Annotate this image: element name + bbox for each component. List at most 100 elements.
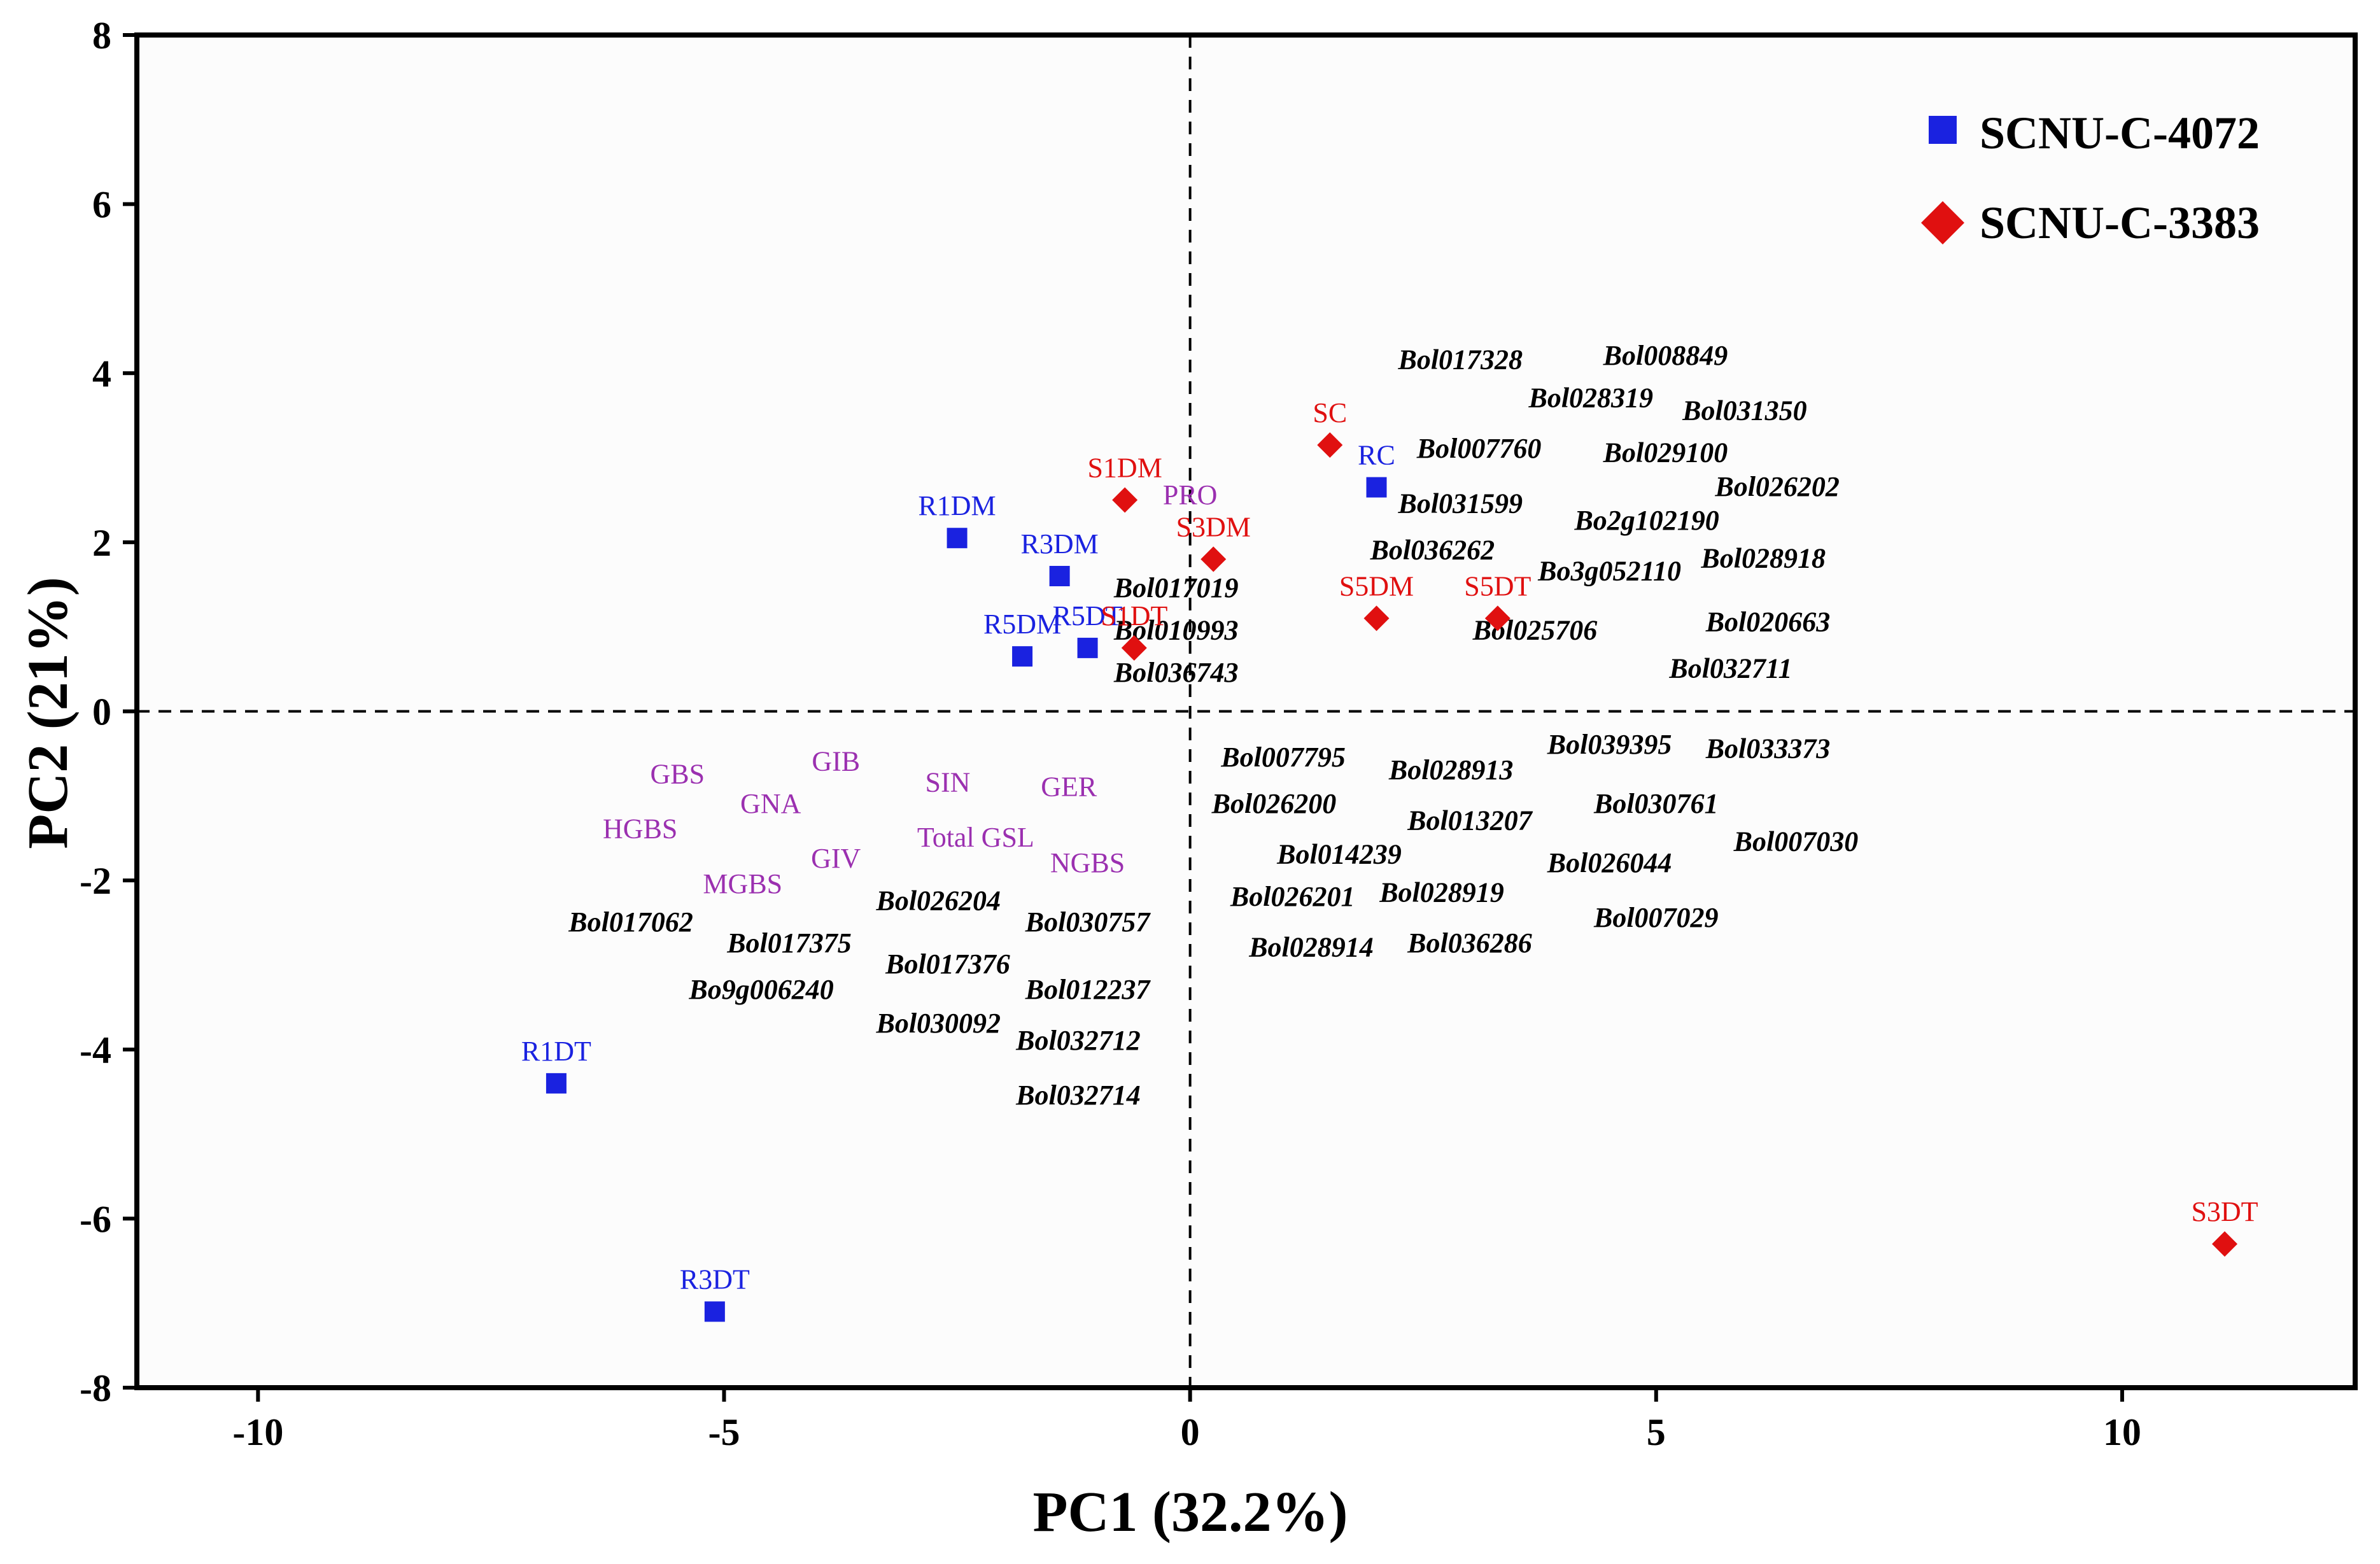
point-s3dt bbox=[2212, 1231, 2237, 1257]
gene-label-bol030757: Bol030757 bbox=[1025, 906, 1151, 938]
gene-label-bol028918: Bol028918 bbox=[1700, 543, 1826, 574]
gene-label-bol026202: Bol026202 bbox=[1714, 471, 1840, 502]
y-tick-label: -6 bbox=[80, 1198, 111, 1240]
gene-label-bol039395: Bol039395 bbox=[1547, 729, 1672, 760]
trait-label-giv: GIV bbox=[811, 843, 861, 874]
trait-label-pro: PRO bbox=[1163, 479, 1218, 511]
gene-label-bol007760: Bol007760 bbox=[1416, 433, 1542, 464]
y-tick-label: -4 bbox=[80, 1029, 111, 1071]
gene-label-bo2g102190: Bo2g102190 bbox=[1574, 505, 1719, 536]
gene-label-bol007795: Bol007795 bbox=[1220, 742, 1346, 773]
gene-label-bol007029: Bol007029 bbox=[1593, 902, 1719, 933]
gene-label-bol026204: Bol026204 bbox=[875, 885, 1001, 917]
point-label-s5dt: S5DT bbox=[1464, 570, 1531, 602]
y-tick-label: 0 bbox=[92, 691, 111, 733]
x-tick-label: -10 bbox=[232, 1411, 283, 1453]
gene-label-bol013207: Bol013207 bbox=[1407, 805, 1533, 836]
point-r1dt bbox=[546, 1073, 567, 1094]
gene-label-bol007030: Bol007030 bbox=[1733, 826, 1859, 857]
gene-label-bol014239: Bol014239 bbox=[1276, 839, 1402, 870]
point-s3dm bbox=[1201, 546, 1227, 572]
gene-label-bol028914: Bol028914 bbox=[1248, 932, 1374, 963]
gene-label-bol031599: Bol031599 bbox=[1397, 488, 1523, 519]
gene-label-bol020663: Bol020663 bbox=[1705, 606, 1831, 637]
point-label-r3dm: R3DM bbox=[1021, 528, 1099, 560]
point-label-s1dm: S1DM bbox=[1087, 452, 1162, 483]
gene-label-bol030761: Bol030761 bbox=[1593, 788, 1719, 819]
gene-label-bol028319: Bol028319 bbox=[1528, 382, 1653, 413]
gene-label-bol031350: Bol031350 bbox=[1682, 395, 1807, 426]
legend-marker-scnu-c-3383 bbox=[1921, 201, 1964, 244]
point-label-r1dt: R1DT bbox=[521, 1036, 591, 1067]
x-tick-label: 10 bbox=[2103, 1411, 2141, 1453]
x-tick-label: 0 bbox=[1181, 1411, 1200, 1453]
gene-label-bol029100: Bol029100 bbox=[1603, 437, 1728, 468]
gene-label-bol036743: Bol036743 bbox=[1113, 657, 1239, 688]
gene-label-bol012237: Bol012237 bbox=[1025, 974, 1151, 1005]
point-label-rc: RC bbox=[1358, 440, 1395, 471]
trait-label-gib: GIB bbox=[812, 745, 860, 777]
trait-label-total-gsl: Total GSL bbox=[917, 822, 1034, 853]
gene-label-bol017375: Bol017375 bbox=[726, 927, 852, 959]
point-r3dm bbox=[1049, 566, 1070, 586]
trait-label-sin: SIN bbox=[925, 767, 970, 798]
x-tick-label: 5 bbox=[1647, 1411, 1666, 1453]
gene-label-bol017019: Bol017019 bbox=[1113, 572, 1239, 603]
gene-label-bol026200: Bol026200 bbox=[1211, 788, 1337, 819]
point-r5dt bbox=[1077, 637, 1098, 658]
legend-label-scnu-c-3383: SCNU-C-3383 bbox=[1980, 197, 2260, 248]
point-sc bbox=[1317, 432, 1343, 458]
gene-label-bol008849: Bol008849 bbox=[1603, 340, 1728, 371]
point-rc bbox=[1366, 477, 1387, 498]
y-tick-label: -8 bbox=[80, 1367, 111, 1409]
point-label-s3dt: S3DT bbox=[2191, 1196, 2258, 1227]
gene-label-bol036286: Bol036286 bbox=[1407, 927, 1532, 959]
point-s1dm bbox=[1112, 487, 1138, 513]
y-tick-label: -2 bbox=[80, 860, 111, 902]
gene-label-bol017062: Bol017062 bbox=[568, 906, 693, 938]
trait-label-gna: GNA bbox=[740, 788, 801, 819]
trait-label-mgbs: MGBS bbox=[703, 868, 782, 899]
legend-label-scnu-c-4072: SCNU-C-4072 bbox=[1980, 108, 2260, 159]
point-label-r5dm: R5DM bbox=[983, 609, 1061, 640]
y-tick-label: 8 bbox=[92, 15, 111, 57]
trait-label-ngbs: NGBS bbox=[1050, 847, 1125, 878]
point-label-s3dm: S3DM bbox=[1176, 511, 1251, 542]
gene-label-bol032714: Bol032714 bbox=[1015, 1080, 1141, 1111]
point-r5dm bbox=[1012, 646, 1033, 667]
point-r3dt bbox=[704, 1301, 725, 1322]
y-tick-label: 2 bbox=[92, 522, 111, 564]
y-tick-label: 6 bbox=[92, 184, 111, 226]
trait-label-ger: GER bbox=[1041, 771, 1097, 802]
gene-label-bo9g006240: Bo9g006240 bbox=[688, 974, 833, 1005]
point-label-s1dt: S1DT bbox=[1101, 600, 1167, 631]
gene-label-bol030092: Bol030092 bbox=[875, 1008, 1001, 1039]
legend-marker-scnu-c-4072 bbox=[1929, 116, 1957, 144]
gene-label-bol026201: Bol026201 bbox=[1230, 881, 1355, 912]
gene-label-bol028919: Bol028919 bbox=[1379, 877, 1504, 908]
gene-label-bo3g052110: Bo3g052110 bbox=[1537, 556, 1681, 587]
point-label-s5dm: S5DM bbox=[1339, 570, 1414, 602]
gene-label-bol026044: Bol026044 bbox=[1547, 847, 1672, 878]
gene-label-bol033373: Bol033373 bbox=[1705, 733, 1831, 764]
gene-label-bol017376: Bol017376 bbox=[885, 948, 1010, 980]
trait-label-gbs: GBS bbox=[650, 758, 705, 789]
point-r1dm bbox=[947, 528, 968, 549]
point-s5dt bbox=[1484, 605, 1510, 631]
trait-label-hgbs: HGBS bbox=[603, 814, 677, 845]
gene-label-bol036262: Bol036262 bbox=[1370, 534, 1495, 565]
point-s1dt bbox=[1121, 635, 1147, 661]
y-axis-title: PC2 (21%) bbox=[17, 577, 80, 849]
point-label-sc: SC bbox=[1313, 397, 1347, 428]
gene-label-bol032711: Bol032711 bbox=[1668, 652, 1792, 684]
gene-label-bol032712: Bol032712 bbox=[1015, 1025, 1141, 1056]
y-tick-label: 4 bbox=[92, 353, 111, 395]
point-s5dm bbox=[1363, 605, 1390, 631]
legend: SCNU-C-4072 SCNU-C-3383 bbox=[1921, 108, 2260, 248]
x-tick-label: -5 bbox=[708, 1411, 740, 1453]
point-label-r1dm: R1DM bbox=[918, 490, 996, 521]
x-axis-title: PC1 (32.2%) bbox=[1033, 1481, 1348, 1544]
gene-label-bol017328: Bol017328 bbox=[1397, 344, 1523, 376]
point-label-r3dt: R3DT bbox=[680, 1264, 750, 1295]
